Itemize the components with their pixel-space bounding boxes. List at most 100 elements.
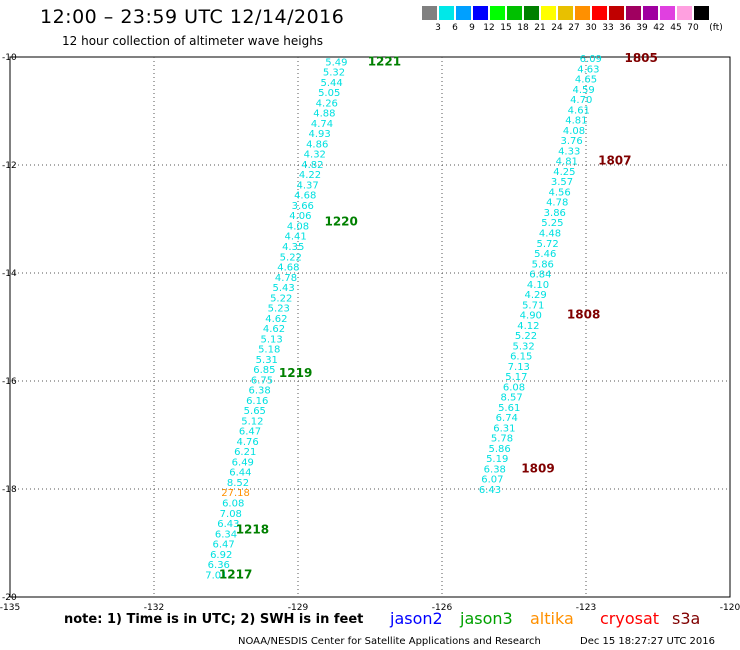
- wave-height-value: 5.22: [270, 293, 292, 304]
- wave-height-value: 8.52: [227, 478, 249, 489]
- wave-height-value: 5.18: [258, 345, 280, 356]
- wave-height-value: 6.44: [229, 468, 251, 479]
- satellite-name-cryosat: cryosat: [600, 609, 660, 628]
- wave-height-value: 8.57: [500, 393, 522, 404]
- wave-height-value: 4.90: [520, 311, 542, 322]
- wave-height-value: 5.78: [491, 434, 513, 445]
- latitude-tick-label: -18: [2, 485, 17, 495]
- pass-time-label: 1218: [236, 523, 269, 537]
- wave-height-value: 5.44: [320, 78, 342, 89]
- wave-height-value: 5.05: [318, 88, 340, 99]
- wave-height-value: 6.07: [481, 475, 503, 486]
- wave-height-value: 6.21: [234, 447, 256, 458]
- wave-height-value: 4.56: [548, 187, 570, 198]
- wave-height-value: 6.92: [210, 550, 232, 561]
- wave-height-value: 5.86: [532, 259, 554, 270]
- wave-height-value: 27.18: [221, 488, 250, 499]
- wave-height-value: 6.43: [217, 519, 239, 530]
- wave-height-value: 5.65: [244, 406, 266, 417]
- wave-height-value: 4.10: [527, 280, 549, 291]
- longitude-tick-label: -126: [432, 603, 453, 613]
- pass-time-label: 1808: [567, 308, 600, 322]
- wave-height-value: 5.23: [268, 304, 290, 315]
- scale-swatch: [422, 6, 437, 20]
- scale-label: 27: [568, 23, 580, 33]
- wave-height-value: 5.17: [505, 372, 527, 383]
- scale-label: 18: [517, 23, 529, 33]
- scale-label: 36: [619, 23, 631, 33]
- scale-label: 9: [469, 23, 475, 33]
- wave-height-value: 6.38: [248, 386, 270, 397]
- scale-swatch: [694, 6, 709, 20]
- longitude-tick-label: -123: [576, 603, 596, 613]
- pass-time-label: 1809: [521, 461, 554, 475]
- wave-height-value: 6.47: [239, 427, 261, 438]
- scale-swatch: [524, 6, 539, 20]
- scale-label: 21: [534, 23, 546, 33]
- longitude-tick-label: -129: [288, 603, 309, 613]
- wave-height-value: 4.68: [277, 263, 299, 274]
- wave-height-value: 4.81: [556, 157, 578, 168]
- scale-swatch: [626, 6, 641, 20]
- scale-unit: (ft): [709, 23, 723, 33]
- scale-swatch: [473, 6, 488, 20]
- scale-swatch: [575, 6, 590, 20]
- wave-height-value: 6.31: [493, 423, 515, 434]
- wave-height-value: 6.16: [246, 396, 268, 407]
- wave-height-value: 5.12: [241, 416, 263, 427]
- wave-height-value: 5.61: [498, 403, 520, 414]
- wave-height-value: 3.76: [560, 136, 582, 147]
- wave-height-value: 4.29: [524, 290, 546, 301]
- wave-height-value: 5.43: [272, 283, 294, 294]
- wave-height-value: 6.43: [479, 485, 501, 496]
- wave-height-value: 5.22: [280, 252, 302, 263]
- scale-swatch: [507, 6, 522, 20]
- scale-swatch: [439, 6, 454, 20]
- longitude-tick-label: -135: [0, 603, 20, 613]
- wave-height-value: 4.37: [296, 180, 318, 191]
- scale-label: 70: [687, 23, 699, 33]
- scale-label: 3: [435, 23, 441, 33]
- wave-height-value: 4.74: [311, 119, 333, 130]
- wave-height-value: 4.12: [517, 321, 539, 332]
- wave-height-value: 5.71: [522, 300, 544, 311]
- wave-height-value: 5.72: [536, 239, 558, 250]
- wave-height-value: 4.78: [275, 273, 297, 284]
- wave-height-value: 5.32: [323, 68, 345, 79]
- generation-timestamp: Dec 15 18:27:27 UTC 2016: [580, 636, 715, 647]
- wave-height-value: 6.47: [212, 540, 234, 551]
- wave-height-value: 6.08: [503, 382, 525, 393]
- scale-label: 24: [551, 23, 563, 33]
- scale-swatch: [609, 6, 624, 20]
- footer-note: note: 1) Time is in UTC; 2) SWH is in fe…: [64, 612, 364, 627]
- map-subtitle: 12 hour collection of altimeter wave hei…: [62, 34, 324, 48]
- wave-height-value: 3.57: [551, 177, 573, 188]
- wave-height-value: 5.25: [541, 218, 563, 229]
- wave-height-value: 4.08: [287, 221, 309, 232]
- scale-swatch: [592, 6, 607, 20]
- wave-height-value: 5.31: [256, 355, 278, 366]
- wave-height-value: 5.19: [486, 454, 508, 465]
- scale-swatch: [541, 6, 556, 20]
- wave-height-value: 5.32: [512, 341, 534, 352]
- wave-height-value: 4.62: [263, 324, 285, 335]
- scale-swatch: [677, 6, 692, 20]
- wave-height-value: 5.22: [515, 331, 537, 342]
- longitude-tick-label: -120: [720, 603, 740, 613]
- wave-height-value: 3.66: [292, 201, 314, 212]
- scale-swatch: [456, 6, 471, 20]
- scale-swatch: [660, 6, 675, 20]
- pass-time-label: 1219: [279, 366, 312, 380]
- wave-height-value: 4.33: [558, 146, 580, 157]
- wave-height-value: 4.25: [553, 167, 575, 178]
- wave-height-value: 6.38: [484, 464, 506, 475]
- wave-height-value: 4.35: [282, 242, 304, 253]
- wave-height-value: 6.08: [222, 499, 244, 510]
- wave-height-value: 4.06: [289, 211, 311, 222]
- scale-label: 6: [452, 23, 458, 33]
- wave-height-value: 5.86: [488, 444, 510, 455]
- pass-time-label: 1220: [324, 215, 357, 229]
- wave-height-value: 5.49: [325, 57, 347, 68]
- wave-height-value: 4.41: [284, 232, 306, 243]
